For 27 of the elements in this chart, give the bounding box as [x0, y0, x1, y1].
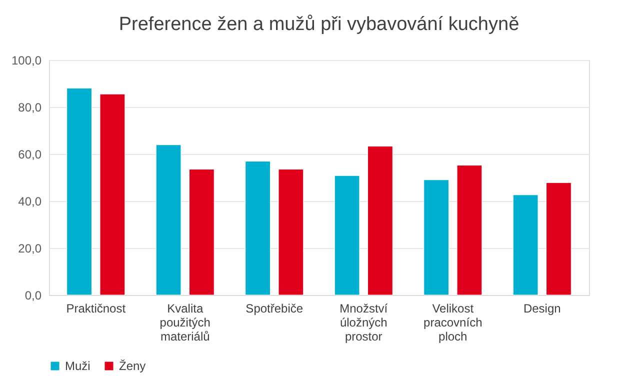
x-tick-label: Kvalita použitých materiálů — [160, 302, 210, 344]
x-tick-label: Design — [523, 302, 561, 316]
bar — [334, 175, 360, 296]
legend-label: Ženy — [119, 359, 146, 373]
y-tick-label: 20,0 — [18, 242, 42, 256]
bar — [66, 88, 92, 296]
bar — [189, 169, 214, 296]
bar — [278, 169, 304, 296]
bar — [456, 165, 482, 296]
legend-label: Muži — [65, 359, 90, 373]
bar — [156, 144, 182, 296]
x-tick-label: Spotřebiče — [246, 302, 304, 316]
y-tick-label: 100,0 — [11, 54, 42, 68]
bar — [424, 180, 449, 296]
x-tick-label: Velikost pracovních ploch — [424, 302, 482, 344]
y-tick-label: 40,0 — [18, 194, 42, 208]
bar — [100, 94, 126, 296]
x-tick-label: Praktičnost — [66, 302, 126, 316]
y-tick-label: 60,0 — [18, 148, 42, 162]
chart-title: Preference žen a mužů při vybavování kuchyně — [118, 14, 520, 35]
bar — [512, 194, 538, 296]
x-tick-label: Množství úložných prostor — [340, 302, 388, 344]
bar — [546, 182, 572, 296]
bar — [245, 161, 270, 296]
y-tick-label: 0,0 — [24, 288, 42, 302]
bar — [368, 146, 393, 296]
y-tick-label: 80,0 — [18, 100, 42, 114]
